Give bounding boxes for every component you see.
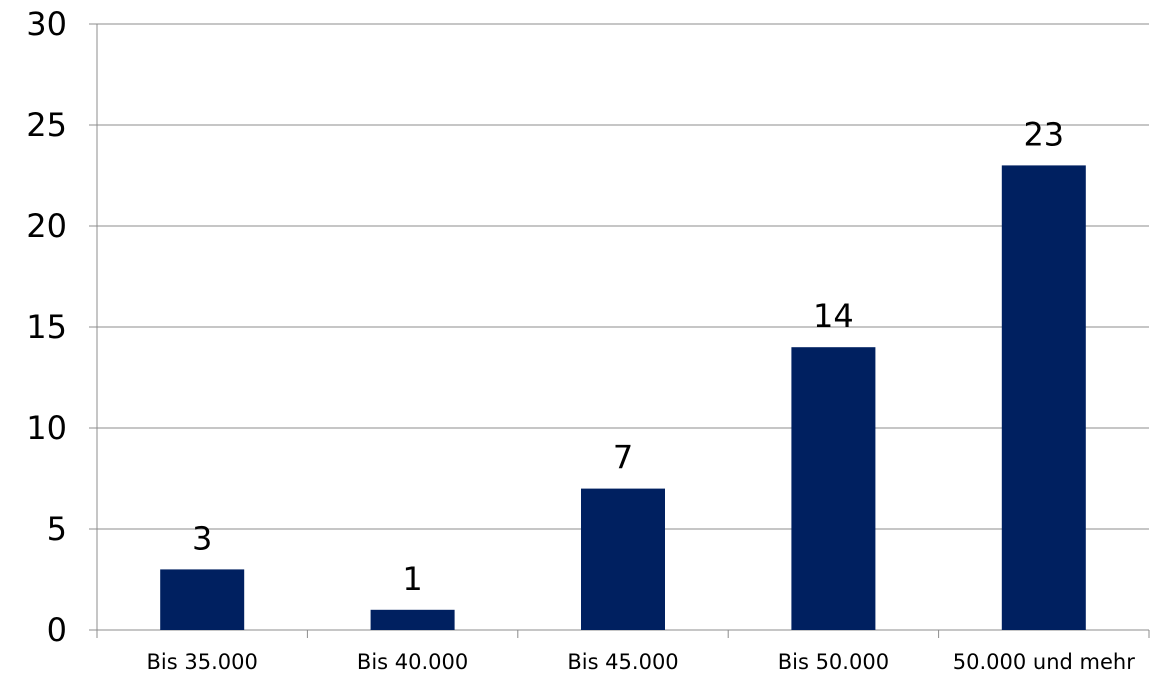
gridlines bbox=[97, 23, 1149, 530]
data-labels: 3 1 7 14 23 bbox=[192, 115, 1064, 597]
bar bbox=[791, 347, 876, 630]
bar bbox=[370, 609, 455, 630]
y-tick-label: 25 bbox=[26, 106, 67, 144]
bars bbox=[160, 165, 1086, 630]
x-tick-label: Bis 45.000 bbox=[567, 650, 678, 673]
data-label: 1 bbox=[402, 560, 422, 598]
x-axis-ticks: Bis 35.000 Bis 40.000 Bis 45.000 Bis 50.000… bbox=[96, 630, 1150, 673]
data-label: 3 bbox=[192, 519, 212, 557]
y-tick-label: 20 bbox=[26, 207, 67, 245]
data-label: 14 bbox=[813, 297, 854, 335]
data-label: 7 bbox=[613, 439, 633, 477]
x-tick-label: Bis 50.000 bbox=[778, 650, 889, 673]
x-tick-label: 50.000 und mehr bbox=[953, 650, 1135, 673]
x-tick-label: Bis 35.000 bbox=[147, 650, 258, 673]
bar bbox=[581, 488, 665, 630]
y-tick-label: 0 bbox=[47, 611, 67, 649]
y-tick-label: 30 bbox=[26, 5, 67, 43]
x-tick-label: Bis 40.000 bbox=[357, 650, 468, 673]
data-label: 23 bbox=[1023, 115, 1064, 153]
y-tick-label: 10 bbox=[26, 409, 67, 447]
y-tick-label: 5 bbox=[47, 510, 67, 548]
bar bbox=[160, 569, 245, 630]
y-axis-ticks: 0 5 10 15 20 25 30 bbox=[26, 5, 97, 649]
y-tick-label: 15 bbox=[26, 308, 67, 346]
bar bbox=[1001, 165, 1086, 630]
